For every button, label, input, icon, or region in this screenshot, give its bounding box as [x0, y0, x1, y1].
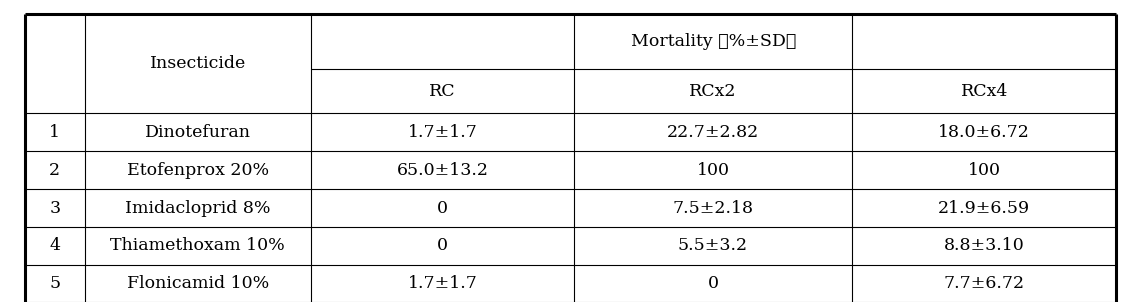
Text: 100: 100 — [967, 162, 1001, 178]
Text: 65.0±13.2: 65.0±13.2 — [397, 162, 488, 178]
Text: 0: 0 — [437, 237, 447, 254]
Text: 7.5±2.18: 7.5±2.18 — [672, 200, 754, 217]
Text: 7.7±6.72: 7.7±6.72 — [944, 275, 1025, 292]
Text: 100: 100 — [696, 162, 730, 178]
Text: 2: 2 — [50, 162, 60, 178]
Text: RC: RC — [429, 83, 455, 100]
Text: 22.7±2.82: 22.7±2.82 — [667, 124, 759, 141]
Text: Etofenprox 20%: Etofenprox 20% — [127, 162, 269, 178]
Text: 0: 0 — [707, 275, 719, 292]
Text: Dinotefuran: Dinotefuran — [145, 124, 251, 141]
Text: RCx2: RCx2 — [689, 83, 737, 100]
Text: Flonicamid 10%: Flonicamid 10% — [127, 275, 269, 292]
Text: 1: 1 — [50, 124, 60, 141]
Text: Imidacloprid 8%: Imidacloprid 8% — [125, 200, 270, 217]
Text: 5.5±3.2: 5.5±3.2 — [678, 237, 748, 254]
Text: 3: 3 — [50, 200, 60, 217]
Text: 1.7±1.7: 1.7±1.7 — [408, 275, 477, 292]
Text: RCx4: RCx4 — [960, 83, 1008, 100]
Text: 1.7±1.7: 1.7±1.7 — [408, 124, 477, 141]
Text: 0: 0 — [437, 200, 447, 217]
Text: Insecticide: Insecticide — [149, 55, 246, 72]
Text: 21.9±6.59: 21.9±6.59 — [938, 200, 1031, 217]
Text: Thiamethoxam 10%: Thiamethoxam 10% — [111, 237, 285, 254]
Text: 5: 5 — [50, 275, 60, 292]
Text: 18.0±6.72: 18.0±6.72 — [938, 124, 1031, 141]
Text: 8.8±3.10: 8.8±3.10 — [944, 237, 1025, 254]
Text: Mortality （%±SD）: Mortality （%±SD） — [631, 33, 797, 50]
Text: 4: 4 — [50, 237, 60, 254]
